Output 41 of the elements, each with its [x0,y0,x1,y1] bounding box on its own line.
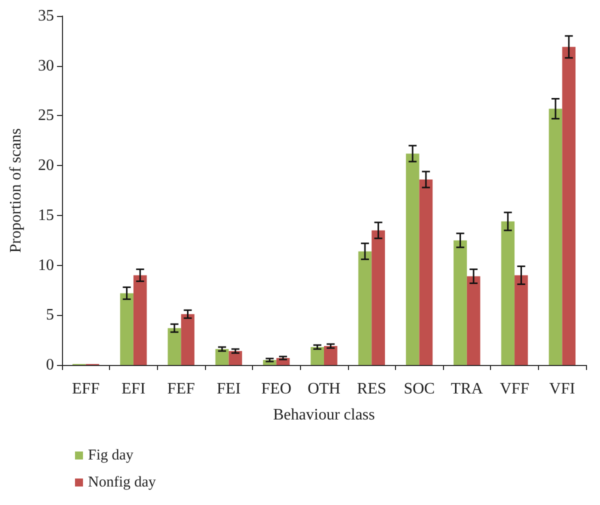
bar [215,349,229,365]
bar [454,240,467,365]
legend-label: Nonfig day [88,474,156,490]
bar [466,276,480,365]
y-axis-title: Proportion of scans [8,128,24,253]
x-tick-label: FEF [167,380,195,398]
bar [562,46,576,365]
bar [310,347,324,365]
y-tick-label: 30 [38,57,54,74]
bar [548,108,562,365]
x-tick-label: VFI [549,380,576,398]
bar [501,221,515,365]
bar [133,275,147,365]
x-tick-label: FEO [261,380,292,398]
bar [228,351,242,365]
x-axis-title: Behaviour class [273,406,375,424]
bar [514,275,528,365]
legend-label: Fig day [88,448,134,464]
x-tick-label: RES [356,380,386,398]
y-tick-label: 25 [38,107,54,124]
y-tick-label: 10 [38,256,54,274]
bar [372,230,385,365]
x-tick-label: VFF [500,380,530,398]
x-tick-label: OTH [308,380,341,398]
y-tick-label: 35 [38,8,54,24]
bar [358,251,372,365]
bar [120,293,134,365]
y-tick-label: 5 [46,306,54,324]
bar [181,314,194,365]
x-tick-label: FEI [216,380,241,398]
y-tick-label: 0 [46,356,54,374]
bar [419,180,433,365]
x-tick-label: EFF [72,380,100,398]
x-tick-label: TRA [450,380,484,398]
bar [168,328,182,365]
bar [406,154,420,365]
bar [324,346,338,365]
y-tick-label: 20 [38,157,54,174]
x-tick-label: EFI [121,380,146,398]
y-tick-label: 15 [38,206,54,224]
x-tick-label: SOC [404,380,435,398]
